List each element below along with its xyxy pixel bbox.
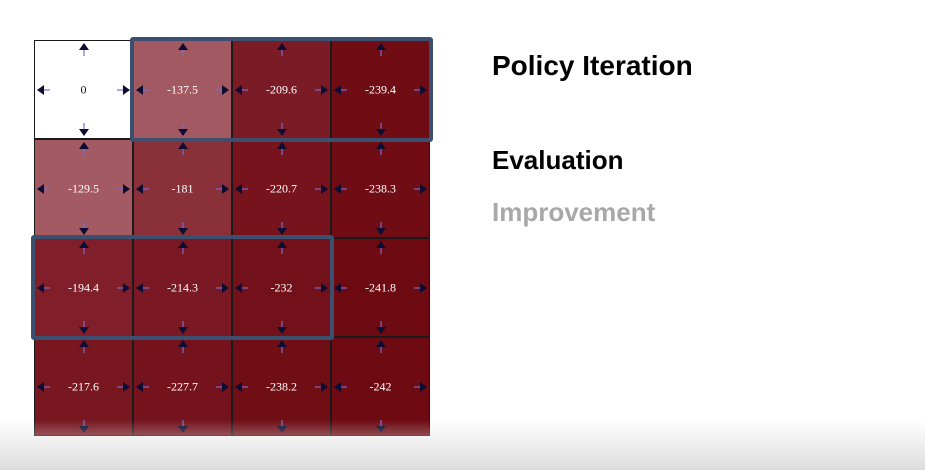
arrow-up-icon: [275, 241, 289, 255]
step-evaluation: Evaluation: [492, 145, 624, 175]
cell-value: -137.5: [167, 82, 198, 96]
cell-value: -194.4: [68, 280, 99, 294]
arrow-right-icon: [116, 83, 130, 97]
grid-cell: -181: [133, 139, 232, 238]
grid-cell: -220.7: [232, 139, 331, 238]
cell-value: -220.7: [266, 181, 297, 195]
cell-value: -181: [171, 181, 194, 195]
arrow-right-icon: [413, 83, 427, 97]
arrow-up-icon: [176, 241, 190, 255]
arrow-up-icon: [176, 142, 190, 156]
arrow-left-icon: [37, 182, 51, 196]
arrow-left-icon: [136, 380, 150, 394]
arrow-right-icon: [215, 380, 229, 394]
arrow-down-icon: [176, 320, 190, 334]
grid-cell: -238.2: [232, 337, 331, 436]
arrow-right-icon: [116, 182, 130, 196]
grid-cell: 0: [34, 40, 133, 139]
arrow-up-icon: [374, 43, 388, 57]
arrow-up-icon: [176, 340, 190, 354]
arrow-down-icon: [374, 221, 388, 235]
arrow-down-icon: [176, 221, 190, 235]
arrow-right-icon: [413, 380, 427, 394]
arrow-up-icon: [374, 340, 388, 354]
arrow-left-icon: [235, 83, 249, 97]
arrow-down-icon: [77, 221, 91, 235]
arrow-left-icon: [334, 281, 348, 295]
arrow-down-icon: [176, 122, 190, 136]
arrow-left-icon: [334, 83, 348, 97]
arrow-down-icon: [275, 122, 289, 136]
grid-cell: -238.3: [331, 139, 430, 238]
arrow-up-icon: [275, 142, 289, 156]
cell-value: -238.3: [365, 181, 396, 195]
grid-cell: -129.5: [34, 139, 133, 238]
grid-cell: -242: [331, 337, 430, 436]
highlight-box: [31, 235, 334, 340]
arrow-up-icon: [77, 340, 91, 354]
arrow-right-icon: [314, 380, 328, 394]
arrow-up-icon: [77, 43, 91, 57]
arrow-down-icon: [77, 122, 91, 136]
cell-value: 0: [80, 82, 87, 96]
grid-cell: -241.8: [331, 238, 430, 337]
arrow-right-icon: [413, 182, 427, 196]
arrow-left-icon: [37, 281, 51, 295]
cell-value: -129.5: [68, 181, 99, 195]
arrow-up-icon: [275, 43, 289, 57]
highlight-box: [130, 37, 433, 142]
arrow-right-icon: [215, 281, 229, 295]
arrow-right-icon: [116, 380, 130, 394]
arrow-left-icon: [334, 182, 348, 196]
arrow-down-icon: [275, 221, 289, 235]
arrow-right-icon: [413, 281, 427, 295]
arrow-down-icon: [374, 320, 388, 334]
arrow-up-icon: [275, 340, 289, 354]
arrow-up-icon: [176, 43, 190, 57]
cell-value: -217.6: [68, 379, 99, 393]
grid-cell: -194.4: [34, 238, 133, 337]
arrow-down-icon: [374, 122, 388, 136]
arrow-left-icon: [235, 182, 249, 196]
cell-value: -232: [270, 280, 293, 294]
arrow-left-icon: [37, 83, 51, 97]
cell-value: -214.3: [167, 280, 198, 294]
cell-value: -239.4: [365, 82, 396, 96]
bottom-fade: [0, 420, 925, 470]
page-title: Policy Iteration: [492, 50, 693, 81]
arrow-down-icon: [77, 320, 91, 334]
arrow-down-icon: [275, 320, 289, 334]
cell-value: -227.7: [167, 379, 198, 393]
arrow-up-icon: [77, 142, 91, 156]
step-improvement: Improvement: [492, 197, 656, 227]
arrow-right-icon: [215, 83, 229, 97]
arrow-left-icon: [235, 281, 249, 295]
arrow-left-icon: [334, 380, 348, 394]
arrow-right-icon: [314, 281, 328, 295]
cell-value: -238.2: [266, 379, 297, 393]
arrow-up-icon: [77, 241, 91, 255]
cell-value: -242: [369, 379, 392, 393]
arrow-right-icon: [314, 83, 328, 97]
arrow-left-icon: [136, 182, 150, 196]
arrow-left-icon: [136, 281, 150, 295]
arrow-up-icon: [374, 142, 388, 156]
arrow-left-icon: [235, 380, 249, 394]
arrow-left-icon: [136, 83, 150, 97]
grid-cell: -214.3: [133, 238, 232, 337]
cell-value: -209.6: [266, 82, 297, 96]
arrow-left-icon: [37, 380, 51, 394]
value-grid: 0 -137.5 -209.6 -239.4 -129.5 -181 -220.7 -238.…: [31, 37, 433, 436]
arrow-right-icon: [116, 281, 130, 295]
arrow-right-icon: [314, 182, 328, 196]
arrow-right-icon: [215, 182, 229, 196]
arrow-up-icon: [374, 241, 388, 255]
cell-value: -241.8: [365, 280, 396, 294]
